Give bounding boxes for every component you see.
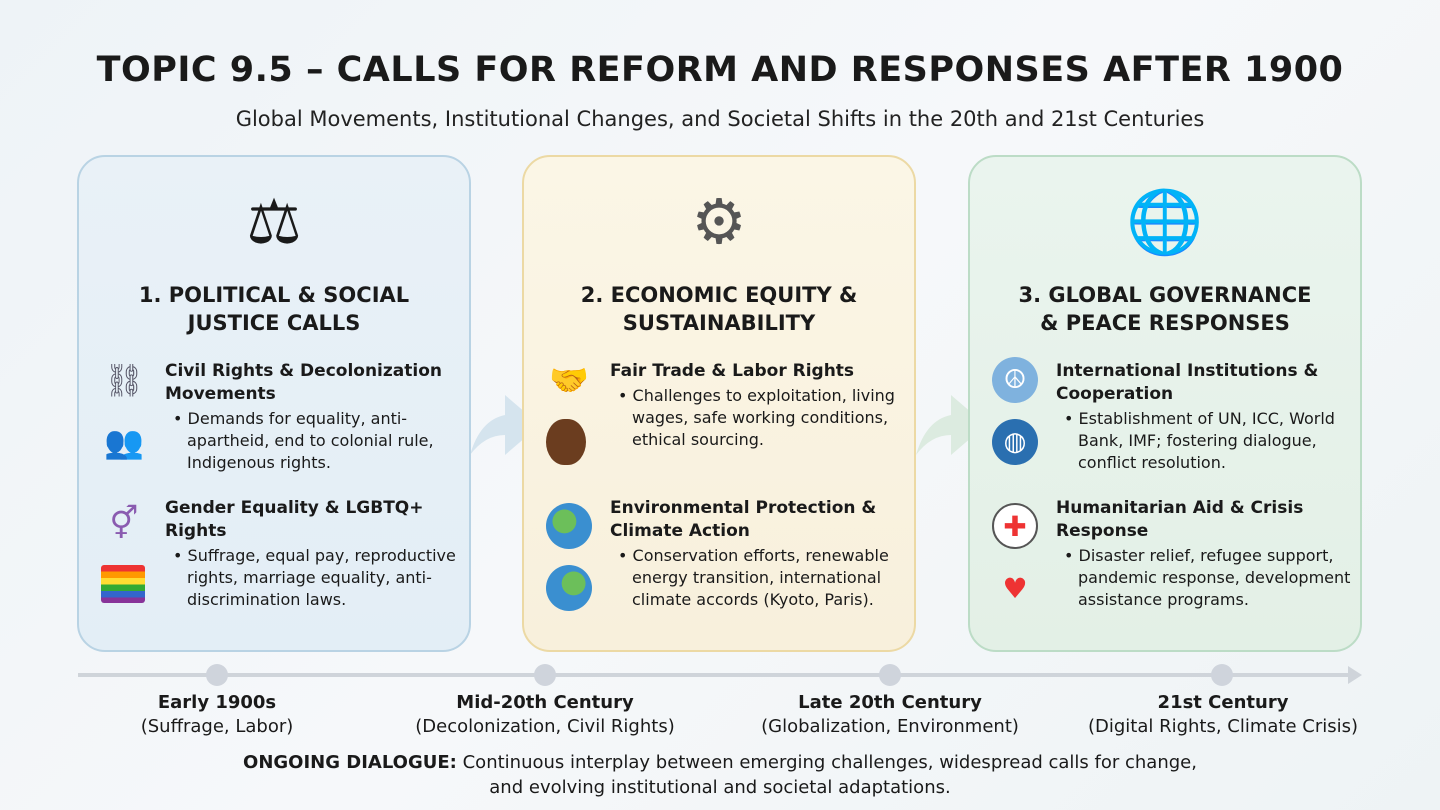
list-item: International Institutions & Cooperation… (1056, 361, 1335, 472)
panel-title: 1. POLITICAL & SOCIAL JUSTICE CALLS (138, 283, 410, 335)
list-item: Environmental Protection & Climate Actio… (610, 498, 889, 609)
earth-icon (546, 503, 592, 549)
globe-laurel-icon: ◍ (992, 419, 1038, 465)
list-item: Fair Trade & Labor Rights • Challenges t… (610, 361, 895, 449)
timeline-dot (1211, 664, 1233, 686)
panel-global-governance: 🌐 3. GLOBAL GOVERNANCE & PEACE RESPONSES … (968, 155, 1362, 652)
list-item: Civil Rights & Decolonization Movements … (165, 361, 442, 472)
list-item: Gender Equality & LGBTQ+ Rights • Suffra… (165, 498, 456, 609)
footer-ongoing-dialogue: ONGOING DIALOGUE: Continuous interplay b… (243, 752, 1197, 798)
gear-plant-hand-icon: ⚙ (691, 185, 747, 258)
red-cross-icon: ✚ (992, 503, 1038, 549)
coffee-bean-icon (546, 419, 586, 465)
timeline-label: Early 1900s (Suffrage, Labor) (140, 692, 294, 737)
heart-hand-icon: ♥ (1002, 571, 1028, 605)
timeline-label: Late 20th Century (Globalization, Environ… (761, 692, 1019, 737)
panel-political-social-justice: ⚖ 1. POLITICAL & SOCIAL JUSTICE CALLS ⛓ 👥… (77, 155, 471, 652)
crowd-icon: 👥 (104, 423, 144, 461)
panel-economic-equity: ⚙ 2. ECONOMIC EQUITY & SUSTAINABILITY 🤝 F… (522, 155, 916, 652)
broken-chain-icon: ⛓ (103, 361, 145, 399)
timeline-label: Mid-20th Century (Decolonization, Civil R… (415, 692, 675, 737)
panel-title: 3. GLOBAL GOVERNANCE & PEACE RESPONSES (1018, 283, 1312, 335)
timeline-arrowhead-icon (1348, 666, 1362, 684)
timeline-label: 21st Century (Digital Rights, Climate Cri… (1087, 692, 1359, 737)
gender-symbol-icon: ⚥ (109, 504, 139, 542)
earth-thermometer-icon (546, 565, 592, 611)
timeline-dot (879, 664, 901, 686)
handshake-icon: 🤝 (549, 361, 589, 399)
globe-dove-institution-icon: 🌐 (1126, 185, 1204, 258)
fist-scales-icon: ⚖ (246, 185, 302, 258)
panel-title: 2. ECONOMIC EQUITY & SUSTAINABILITY (580, 283, 858, 335)
timeline-dot (206, 664, 228, 686)
timeline-line (78, 673, 1358, 677)
rainbow-flag-icon (101, 565, 145, 603)
un-emblem-icon: ☮ (992, 357, 1038, 403)
page-title: TOPIC 9.5 – CALLS FOR REFORM AND RESPONS… (96, 50, 1344, 90)
timeline-dot (534, 664, 556, 686)
list-item: Humanitarian Aid & Crisis Response • Dis… (1056, 498, 1351, 609)
page-subtitle: Global Movements, Institutional Changes,… (235, 107, 1205, 131)
